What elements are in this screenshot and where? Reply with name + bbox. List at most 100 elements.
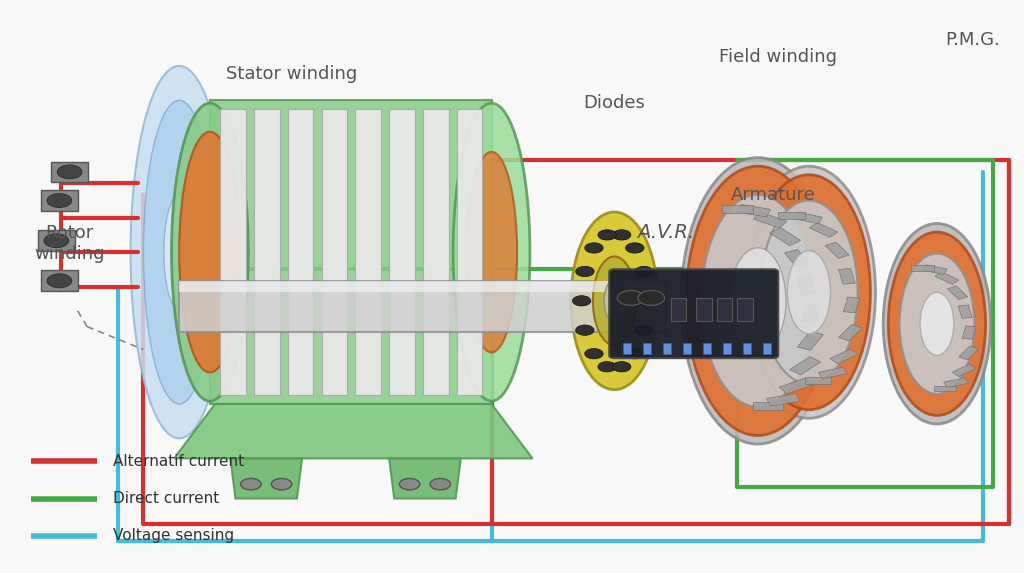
Circle shape <box>575 325 594 335</box>
Bar <box>702 343 711 354</box>
Circle shape <box>626 243 644 253</box>
Ellipse shape <box>701 195 814 407</box>
Bar <box>944 378 969 387</box>
Bar <box>923 265 947 274</box>
Circle shape <box>44 234 69 248</box>
Ellipse shape <box>143 100 215 404</box>
Text: Stator winding: Stator winding <box>226 65 357 84</box>
Bar <box>779 378 813 394</box>
Ellipse shape <box>164 195 195 309</box>
Ellipse shape <box>742 166 876 418</box>
Ellipse shape <box>686 166 829 435</box>
Circle shape <box>575 266 594 277</box>
Bar <box>288 109 313 395</box>
Text: Voltage sensing: Voltage sensing <box>113 528 233 543</box>
Bar <box>623 343 631 354</box>
Bar <box>797 276 815 295</box>
Bar <box>41 270 78 291</box>
Bar <box>41 190 78 211</box>
Polygon shape <box>179 281 666 292</box>
Circle shape <box>617 291 644 305</box>
Circle shape <box>399 478 420 490</box>
Bar <box>794 212 822 223</box>
Ellipse shape <box>131 66 227 438</box>
Bar <box>737 205 770 217</box>
Circle shape <box>47 274 72 288</box>
Bar <box>839 268 855 284</box>
Text: Diodes: Diodes <box>584 94 645 112</box>
Text: P.M.G.: P.M.G. <box>945 31 1000 49</box>
Ellipse shape <box>760 201 858 384</box>
Text: Field winding: Field winding <box>719 48 838 66</box>
Circle shape <box>57 165 82 179</box>
Circle shape <box>598 230 616 240</box>
Bar <box>770 227 801 246</box>
Polygon shape <box>389 458 461 499</box>
Circle shape <box>612 362 631 372</box>
Circle shape <box>626 348 644 359</box>
Ellipse shape <box>748 175 870 410</box>
Bar <box>220 109 246 395</box>
Bar <box>934 386 956 391</box>
Bar <box>753 402 783 410</box>
Text: Armature: Armature <box>731 186 815 204</box>
Circle shape <box>47 194 72 207</box>
Bar <box>805 377 831 384</box>
Circle shape <box>635 325 653 335</box>
Bar <box>802 304 820 322</box>
Bar <box>355 109 381 395</box>
Bar <box>754 212 787 228</box>
Bar <box>737 298 753 321</box>
Bar <box>829 349 858 364</box>
Polygon shape <box>179 281 666 332</box>
Bar <box>671 298 686 321</box>
Bar <box>778 212 805 219</box>
Bar <box>963 326 976 339</box>
Circle shape <box>612 230 631 240</box>
Bar <box>952 364 976 376</box>
Circle shape <box>585 348 603 359</box>
Ellipse shape <box>466 152 517 352</box>
Ellipse shape <box>604 279 625 322</box>
Bar <box>947 286 968 300</box>
Bar <box>790 356 821 375</box>
Bar <box>798 331 823 350</box>
Ellipse shape <box>889 232 985 415</box>
Ellipse shape <box>921 292 954 355</box>
Ellipse shape <box>899 253 975 394</box>
Circle shape <box>430 478 451 490</box>
Bar <box>717 298 732 321</box>
Bar <box>958 305 972 319</box>
Bar <box>784 249 810 268</box>
Polygon shape <box>230 458 302 499</box>
Ellipse shape <box>729 248 786 354</box>
Bar <box>663 343 671 354</box>
Bar <box>911 265 934 271</box>
Circle shape <box>638 296 656 306</box>
Bar <box>722 205 753 213</box>
Bar <box>723 343 731 354</box>
FancyBboxPatch shape <box>609 269 778 358</box>
Bar <box>423 109 449 395</box>
Bar <box>958 346 979 360</box>
Text: Alternatif current: Alternatif current <box>113 454 244 469</box>
Bar <box>767 394 800 406</box>
Bar <box>322 109 347 395</box>
Bar <box>935 272 958 284</box>
Bar <box>643 343 651 354</box>
Bar <box>457 109 482 395</box>
Bar <box>839 324 862 341</box>
Circle shape <box>572 296 591 306</box>
Ellipse shape <box>681 158 835 444</box>
Text: Direct current: Direct current <box>113 491 219 506</box>
Bar <box>38 230 75 251</box>
Ellipse shape <box>883 223 991 424</box>
Bar <box>683 343 691 354</box>
Ellipse shape <box>787 251 830 333</box>
Text: A.V.R.: A.V.R. <box>637 222 694 242</box>
Circle shape <box>585 243 603 253</box>
Bar <box>51 162 88 182</box>
Bar <box>696 298 712 321</box>
Bar <box>810 222 838 237</box>
Circle shape <box>638 291 665 305</box>
